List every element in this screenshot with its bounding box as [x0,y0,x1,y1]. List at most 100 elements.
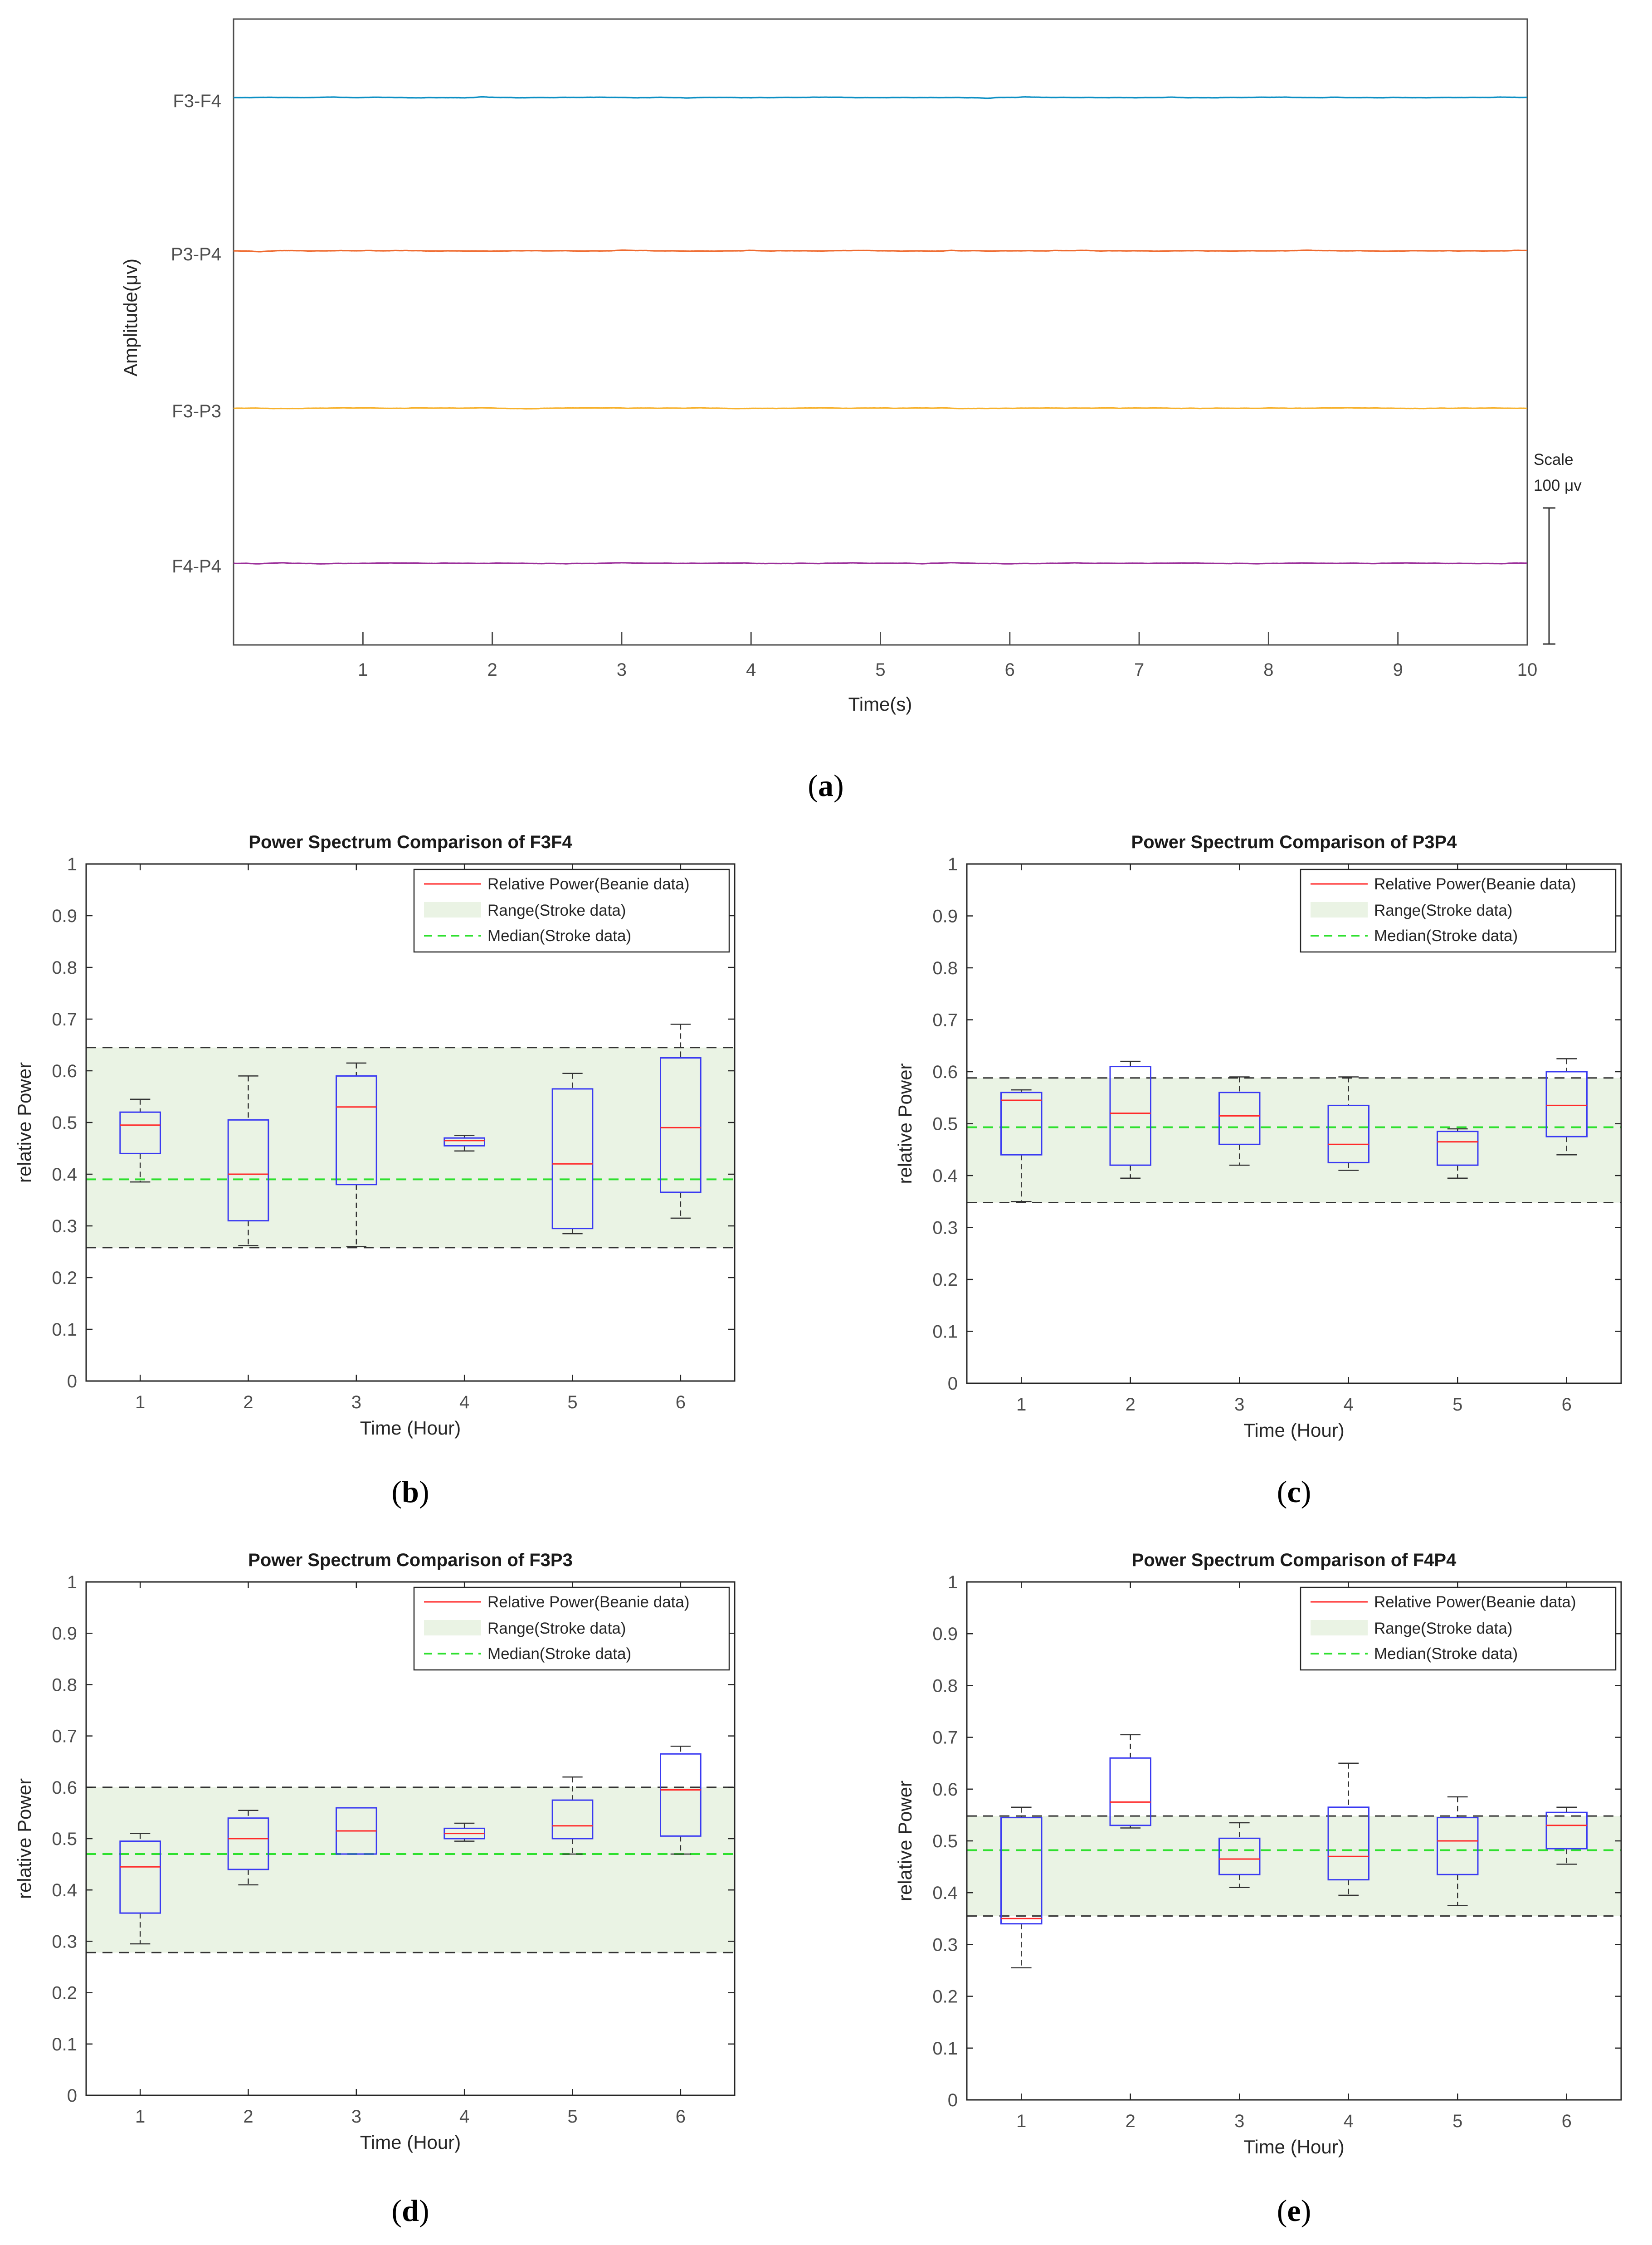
x-axis-label: Time (Hour) [1243,1420,1344,1441]
box-hour-2 [227,1810,269,1886]
box-hour-2 [1109,1060,1151,1179]
box-iqr [1545,1071,1588,1137]
caption-d: (d) [391,2193,429,2228]
y-tick-label: 0.8 [932,958,958,978]
x-axis-label: Time (Hour) [1243,2136,1344,2157]
box-hour-4 [443,1135,485,1152]
stroke-range-band [967,1816,1621,1916]
legend-label: Relative Power(Beanie data) [1374,1593,1576,1611]
y-tick-label: 0 [948,1374,958,1394]
box-hour-6 [1545,1806,1588,1865]
box-hour-4 [1327,1076,1369,1171]
box-iqr [1000,1817,1043,1925]
caption-a: (a) [808,768,843,803]
y-tick-label: 1 [948,854,958,874]
box-iqr [227,1817,269,1870]
y-tick-label: 0.2 [932,1987,958,2007]
box-iqr [443,1137,485,1147]
box-hour-2 [227,1075,269,1246]
caption-c: (c) [1277,1474,1311,1509]
box-iqr [1327,1806,1369,1881]
eeg-trace-p3p4 [233,249,1528,253]
channel-label-p3p4: P3-P4 [171,244,221,264]
scale-value: 100 μv [1534,477,1582,494]
y-tick-label: 0.3 [932,1218,958,1238]
box-hour-1 [119,1833,161,1945]
legend-label: Median(Stroke data) [1374,1645,1518,1663]
caption-e: (e) [1277,2193,1311,2228]
y-tick-label: 0.3 [52,1216,77,1236]
box-hour-4 [1327,1762,1369,1896]
box-iqr [1327,1104,1369,1163]
y-tick-label: 0 [67,1371,77,1391]
x-tick-label: 3 [351,1392,361,1412]
box-hour-6 [660,1024,702,1219]
eeg-x-ticks: 1 2 3 4 5 6 7 8 9 10 [358,632,1537,680]
x-tick-label: 2 [1126,2111,1135,2131]
eeg-x-tick-label: 9 [1393,660,1403,680]
y-tick-label: 0 [948,2090,958,2110]
box-hour-6 [660,1745,702,1855]
legend-swatch-range [1311,1620,1368,1635]
caption-paren-open: ( [391,1474,402,1509]
eeg-x-tick-label: 5 [875,660,885,680]
eeg-trace-f4p4 [233,562,1528,565]
x-tick-label: 3 [351,2107,361,2127]
eeg-x-tick-label: 3 [617,660,627,680]
x-tick-label: 5 [1452,2111,1462,2131]
x-tick-label: 1 [1016,2111,1026,2131]
box-iqr [1109,1066,1151,1166]
y-tick-label: 0.1 [52,1320,77,1340]
y-tick-label: 0.5 [932,1831,958,1851]
y-tick-label: 0.4 [52,1880,77,1900]
chart-title: Power Spectrum Comparison of F3F4 [249,832,572,852]
box-iqr [1437,1817,1479,1875]
box-iqr [551,1799,594,1840]
y-tick-label: 0.7 [932,1728,958,1748]
box-iqr [1109,1757,1151,1826]
y-tick-label: 0.6 [52,1061,77,1081]
box-iqr [1218,1837,1261,1875]
y-tick-label: 0.8 [52,1675,77,1695]
eeg-x-tick-label: 1 [358,660,368,680]
boxplot-panel-p3p4: 0 0.1 0.2 0.3 0.4 0.5 0.6 0.7 0.8 0.9 1 1 2 3 4 5 6 Power… [894,832,1622,1509]
box-hour-5 [551,1073,594,1235]
caption-letter: d [402,2193,419,2228]
eeg-x-tick-label: 4 [746,660,756,680]
caption-paren-open: ( [1277,2193,1287,2228]
y-tick-label: 0.1 [932,2039,958,2059]
y-tick-label: 0.7 [52,1010,77,1030]
x-tick-label: 1 [135,2107,145,2127]
x-axis-label: Time (Hour) [360,1417,461,1439]
chart-title: Power Spectrum Comparison of P3P4 [1131,832,1457,852]
legend-label: Range(Stroke data) [1374,1620,1512,1637]
boxplot-panel-f3f4: 0 0.1 0.2 0.3 0.4 0.5 0.6 0.7 0.8 0.9 1 1 2 3 4 5 6 Power… [14,832,736,1509]
y-tick-label: 0.6 [932,1062,958,1082]
legend-swatch-range [1311,902,1368,918]
box-hour-1 [1000,1806,1043,1969]
caption-paren-close: ) [419,1474,429,1509]
x-tick-label: 4 [459,2107,469,2127]
box-iqr [660,1057,702,1193]
x-tick-label: 5 [567,1392,577,1412]
scale-bar: Scale 100 μv [1534,451,1582,645]
legend-label: Relative Power(Beanie data) [487,875,690,893]
channel-label-f4p4: F4-P4 [172,556,221,576]
channel-label-f3f4: F3-F4 [173,91,221,111]
box-iqr [1437,1131,1479,1166]
y-tick-label: 0.4 [52,1165,77,1185]
box-hour-6 [1545,1058,1588,1156]
legend: Relative Power(Beanie data) Range(Stroke … [413,1586,730,1671]
stroke-range-band [967,1078,1621,1203]
eeg-x-tick-label: 8 [1263,660,1273,680]
caption-paren-close: ) [419,2193,429,2228]
box-hour-1 [119,1098,161,1183]
caption-paren-close: ) [1301,2193,1311,2228]
x-tick-label: 4 [459,1392,469,1412]
legend-label: Median(Stroke data) [1374,927,1518,945]
y-tick-label: 0.1 [52,2035,77,2055]
y-axis-label: relative Power [14,1062,35,1183]
x-tick-label: 1 [1016,1395,1026,1415]
y-tick-label: 0.4 [932,1883,958,1903]
box-hour-1 [1000,1089,1043,1202]
